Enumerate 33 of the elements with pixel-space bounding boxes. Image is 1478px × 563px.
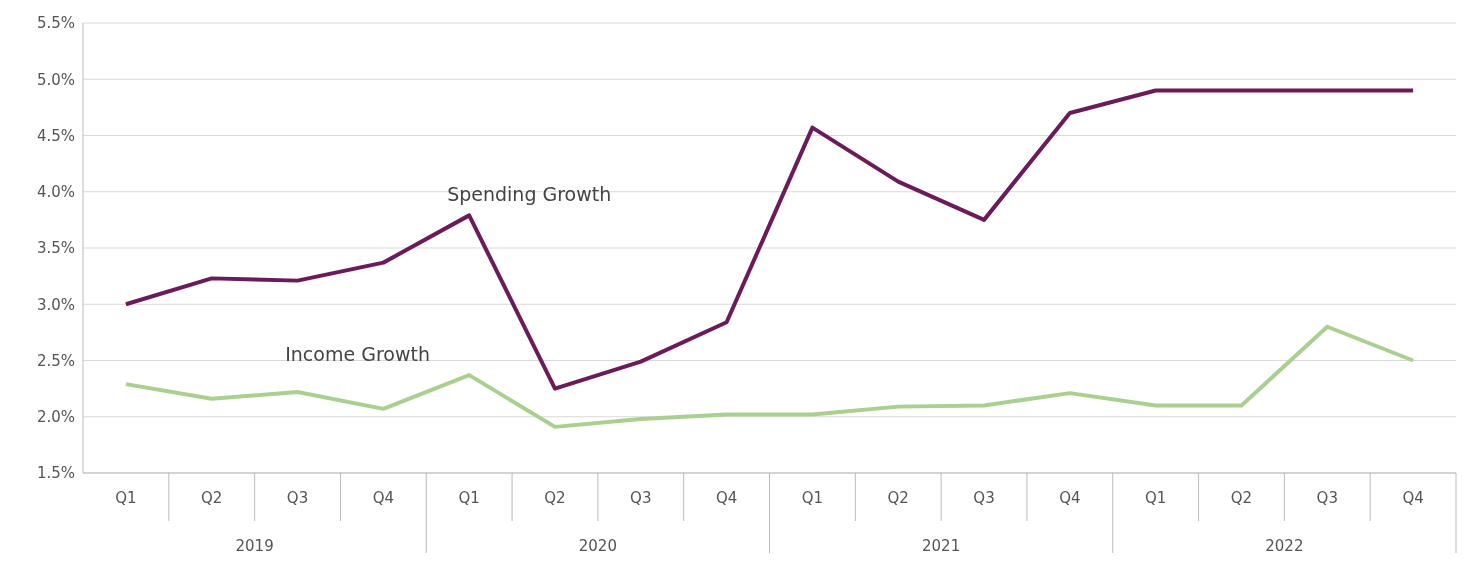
text: 2020 [578,537,617,555]
y-tick-label: 2.0% [36,408,75,427]
text: 2019 [235,537,274,555]
series-label: Income Growth [285,343,430,366]
y-tick-label: 1.5% [36,464,75,483]
y-tick-label: 4.5% [36,126,75,145]
y-tick-label: 4.0% [36,183,75,202]
y-tick-label: 5.0% [36,70,75,89]
x-tick-label: Q3 [630,489,652,507]
line-series [123,324,1416,429]
x-tick-label: Q4 [1402,489,1424,507]
x-tick-label: Q2 [544,489,566,507]
x-tick-label: Q4 [372,489,395,507]
x-tick-label: Q1 [458,489,480,507]
line-series [123,88,1416,391]
y-tick-label: 5.5% [36,14,75,33]
x-tick-label: Q1 [1144,489,1167,507]
x-tick-label: Q1 [115,489,137,507]
x-tick-label: Q3 [1316,489,1338,507]
y-tick-label: 3.0% [36,295,75,314]
text: 2022 [1265,537,1304,555]
y-tick-label: 2.5% [36,351,75,370]
x-tick-label: Q2 [887,489,909,507]
x-tick-label: Q3 [286,489,309,507]
series-label: Spending Growth [447,183,612,206]
x-tick-label: Q2 [1230,489,1253,507]
x-tick-label: Q4 [1059,489,1081,507]
x-tick-label: Q1 [801,489,824,507]
x-tick-label: Q2 [201,489,223,507]
y-tick-label: 3.5% [36,239,75,258]
text: 2021 [922,537,961,555]
x-tick-label: Q4 [715,489,738,507]
x-tick-label: Q3 [973,489,995,507]
